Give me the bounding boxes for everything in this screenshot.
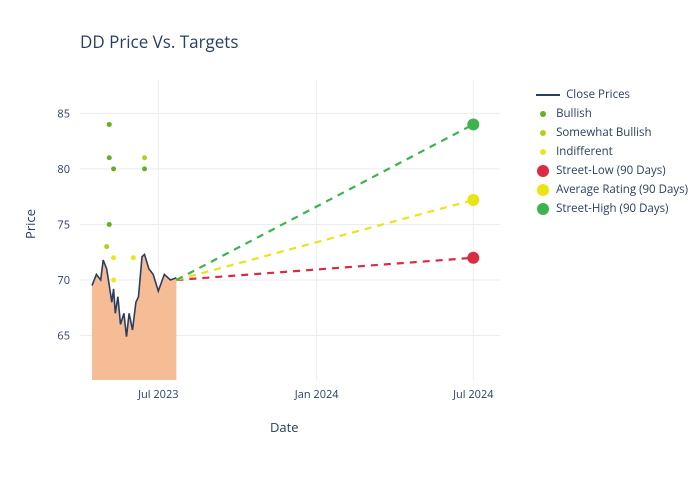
legend-item[interactable]: Indifferent bbox=[536, 142, 688, 161]
legend-item[interactable]: Somewhat Bullish bbox=[536, 123, 688, 142]
legend-item[interactable]: Street-High (90 Days) bbox=[536, 199, 688, 218]
legend-label: Bullish bbox=[556, 106, 592, 121]
legend: Close Prices Bullish Somewhat Bullish Indif… bbox=[536, 85, 688, 218]
bullish-marker bbox=[107, 222, 112, 227]
svg-text:85: 85 bbox=[57, 106, 70, 121]
street-high-marker bbox=[467, 118, 479, 130]
legend-label: Indifferent bbox=[556, 144, 613, 159]
chart-title: DD Price Vs. Targets bbox=[80, 30, 238, 53]
indifferent-marker bbox=[131, 255, 136, 260]
legend-label: Average Rating (90 Days) bbox=[556, 182, 688, 197]
indifferent-marker bbox=[111, 278, 116, 283]
legend-item[interactable]: Close Prices bbox=[536, 85, 688, 104]
average-rating-marker bbox=[467, 194, 479, 206]
svg-text:75: 75 bbox=[57, 217, 70, 232]
legend-label: Street-High (90 Days) bbox=[556, 201, 668, 216]
somewhat-bullish-marker bbox=[104, 244, 109, 249]
svg-text:65: 65 bbox=[57, 329, 70, 344]
somewhat-bullish-marker bbox=[142, 155, 147, 160]
y-axis-title: Price bbox=[21, 209, 39, 239]
chart-plot: 6570758085Jul 2023Jan 2024Jul 2024 bbox=[80, 80, 500, 380]
bullish-marker bbox=[107, 155, 112, 160]
svg-text:Jul 2023: Jul 2023 bbox=[137, 387, 179, 402]
legend-label: Somewhat Bullish bbox=[556, 125, 652, 140]
svg-text:70: 70 bbox=[57, 273, 70, 288]
svg-text:Jul 2024: Jul 2024 bbox=[452, 387, 494, 402]
legend-label: Close Prices bbox=[566, 87, 630, 102]
legend-item[interactable]: Street-Low (90 Days) bbox=[536, 161, 688, 180]
bullish-marker bbox=[111, 166, 116, 171]
svg-text:Jan 2024: Jan 2024 bbox=[294, 387, 340, 402]
bullish-marker bbox=[142, 166, 147, 171]
bullish-marker bbox=[107, 122, 112, 127]
indifferent-marker bbox=[111, 255, 116, 260]
x-axis-title: Date bbox=[270, 418, 299, 436]
legend-item[interactable]: Bullish bbox=[536, 104, 688, 123]
legend-item[interactable]: Average Rating (90 Days) bbox=[536, 180, 688, 199]
legend-label: Street-Low (90 Days) bbox=[556, 163, 666, 178]
svg-text:80: 80 bbox=[57, 162, 70, 177]
street-high-line bbox=[176, 124, 473, 280]
street-low-marker bbox=[467, 252, 479, 264]
